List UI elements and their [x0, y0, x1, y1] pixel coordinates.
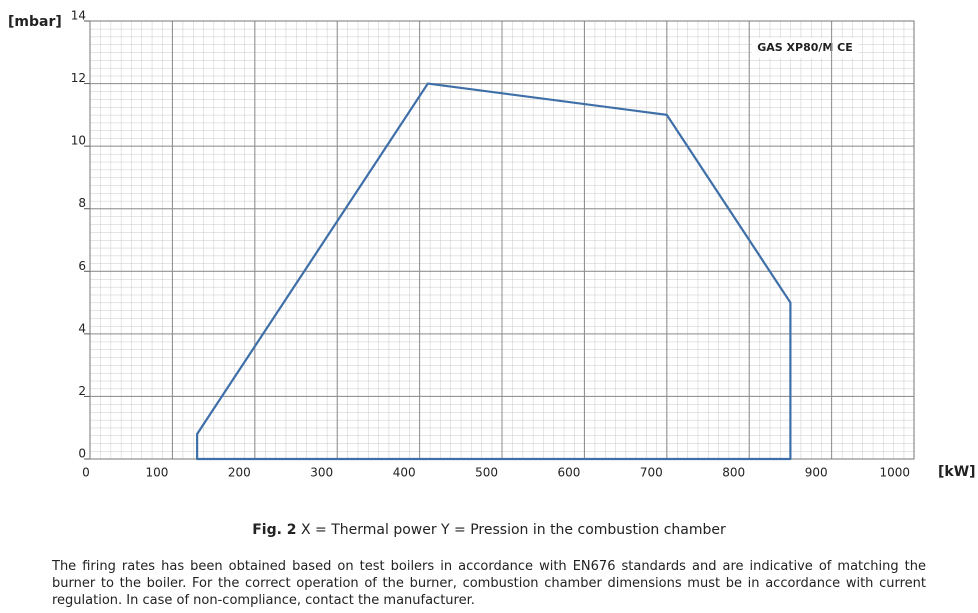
chart: [mbar] [kW] GAS XP80/M CE 0 2 4 6 8 10 12 14 0 10… — [8, 9, 976, 481]
x-tick-label: 0 — [82, 466, 90, 480]
y-axis-label: [mbar] — [8, 14, 62, 30]
chart-title: GAS XP80/M CE — [757, 41, 853, 54]
data-line — [196, 82, 792, 461]
x-tick-label: 700 — [640, 466, 663, 480]
y-tick-label: 12 — [71, 71, 86, 85]
y-tick-label: 8 — [78, 196, 86, 210]
caption-label: Fig. 2 — [252, 522, 297, 538]
x-tick-label: 1000 — [879, 466, 910, 480]
x-tick-label: 100 — [145, 466, 168, 480]
y-tick-label: 10 — [71, 134, 86, 148]
note: The firing rates has been obtained based… — [52, 559, 926, 608]
x-axis-label: [kW] — [938, 464, 976, 480]
caption-text: X = Thermal power Y = Pression in the co… — [301, 522, 726, 538]
y-tick-label: 4 — [78, 321, 86, 335]
x-tick-label: 500 — [475, 466, 498, 480]
y-tick-label: 6 — [78, 259, 86, 273]
x-tick-label: 800 — [722, 466, 745, 480]
x-tick-label: 900 — [805, 466, 828, 480]
y-tick-label: 0 — [78, 447, 86, 461]
y-tick-label: 2 — [78, 384, 86, 398]
x-tick-label: 300 — [310, 466, 333, 480]
caption: Fig. 2 X = Thermal power Y = Pression in… — [0, 522, 978, 538]
x-tick-label: 200 — [228, 466, 251, 480]
x-tick-label: 600 — [557, 466, 580, 480]
y-tick-label: 14 — [71, 9, 86, 23]
x-tick-label: 400 — [393, 466, 416, 480]
